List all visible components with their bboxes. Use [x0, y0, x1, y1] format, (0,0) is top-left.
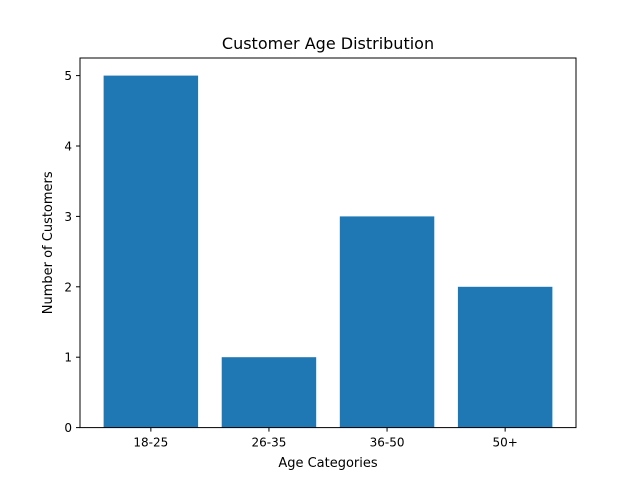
x-axis-ticks: 18-25 26-35 36-50 50+ [133, 427, 518, 450]
y-tick-label: 1 [64, 351, 72, 365]
x-tick-label: 36-50 [370, 436, 405, 450]
x-tick-label: 18-25 [133, 436, 168, 450]
y-tick-label: 5 [64, 69, 72, 83]
y-tick-label: 3 [64, 210, 72, 224]
x-tick-label: 50+ [492, 436, 517, 450]
y-tick-label: 2 [64, 280, 72, 294]
chart-title: Customer Age Distribution [222, 34, 434, 53]
bars-group [103, 75, 553, 428]
y-axis-ticks: 0 1 2 3 4 5 [64, 69, 80, 435]
y-tick-label: 0 [64, 421, 72, 435]
bar-36-50 [339, 216, 435, 428]
x-axis-label: Age Categories [278, 456, 378, 471]
y-axis-label: Number of Customers [41, 171, 56, 314]
bar-50+ [457, 286, 553, 428]
bar-26-35 [221, 357, 317, 428]
x-tick-label: 26-35 [252, 436, 287, 450]
y-tick-label: 4 [64, 140, 72, 154]
plot-area-frame [79, 57, 577, 429]
bar-18-25 [103, 75, 199, 428]
